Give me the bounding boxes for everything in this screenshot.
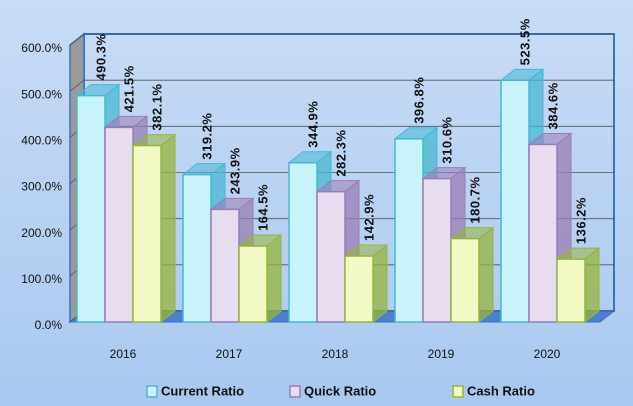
bar-front [344, 255, 374, 323]
bar-front [316, 190, 346, 323]
bar-front [210, 208, 240, 323]
value-label: 490.3% [93, 34, 108, 81]
bar-front [394, 138, 424, 323]
bar-front [556, 258, 586, 323]
value-label: 384.6% [545, 82, 560, 129]
y-tick-label: 300.0% [21, 180, 62, 194]
value-label: 136.2% [573, 197, 588, 244]
value-label: 382.1% [149, 84, 164, 131]
legend-label: Cash Ratio [467, 383, 535, 398]
legend-label: Quick Ratio [304, 383, 376, 398]
bar-front [288, 162, 318, 323]
bar [555, 247, 601, 324]
bar-front [500, 79, 530, 323]
value-label: 180.7% [467, 176, 482, 223]
bar-front [422, 177, 452, 323]
value-label: 396.8% [411, 77, 426, 124]
x-tick-label: 2019 [428, 347, 455, 361]
value-label: 421.5% [121, 65, 136, 112]
value-label: 142.9% [361, 194, 376, 241]
value-label: 243.9% [227, 147, 242, 194]
bar-side [160, 133, 176, 324]
bar-side [372, 243, 388, 324]
y-tick-label: 0.0% [35, 318, 63, 332]
bar [131, 133, 177, 324]
bar-front [182, 173, 212, 323]
bar-side [266, 234, 282, 324]
bar [449, 226, 495, 324]
bar-front [76, 94, 106, 323]
bar-front [450, 237, 480, 323]
bar-front [238, 245, 268, 323]
value-label: 344.9% [305, 101, 320, 148]
value-label: 282.3% [333, 130, 348, 177]
bar-side [478, 226, 494, 324]
grid-line [69, 33, 614, 46]
y-tick-label: 200.0% [21, 226, 62, 240]
bar [527, 132, 573, 324]
x-tick-label: 2017 [216, 347, 243, 361]
y-tick-label: 600.0% [21, 41, 62, 55]
value-label: 310.6% [439, 117, 454, 164]
x-tick-label: 2018 [322, 347, 349, 361]
bar-side [584, 247, 600, 324]
bar-front [132, 144, 162, 323]
legend-swatch [452, 385, 464, 398]
bar [237, 234, 283, 324]
x-tick-label: 2020 [534, 347, 561, 361]
legend-label: Current Ratio [161, 383, 244, 398]
bar-front [528, 143, 558, 323]
y-tick-label: 400.0% [21, 134, 62, 148]
value-label: 164.5% [255, 184, 270, 231]
value-label: 319.2% [199, 113, 214, 160]
legend-swatch [146, 385, 158, 398]
y-tick-label: 500.0% [21, 87, 62, 101]
x-tick-label: 2016 [110, 347, 137, 361]
legend: Current Ratio Quick Ratio Cash Ratio [146, 383, 535, 398]
plot-area: 0.0% 100.0% 200.0% 300.0% 400.0% 500.0% 600.0%… [21, 18, 616, 398]
legend-swatch [289, 385, 301, 398]
bar [343, 243, 389, 324]
value-label: 523.5% [517, 18, 532, 65]
grid-line [69, 79, 614, 92]
bar-front [104, 126, 134, 323]
y-tick-label: 100.0% [21, 272, 62, 286]
